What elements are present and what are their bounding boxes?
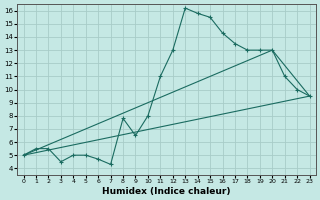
X-axis label: Humidex (Indice chaleur): Humidex (Indice chaleur) [102,187,231,196]
